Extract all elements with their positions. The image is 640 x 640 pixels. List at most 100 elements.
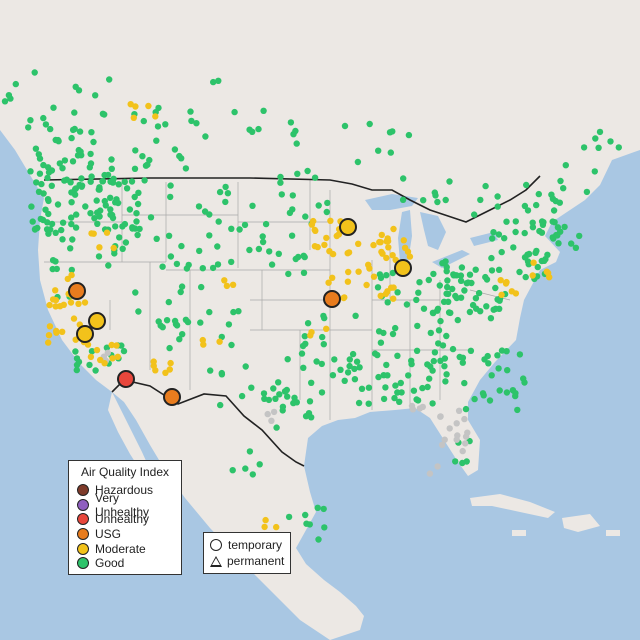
- site-marker-moderate[interactable]: [339, 218, 357, 236]
- site-dot: [374, 351, 381, 359]
- site-marker-usg[interactable]: [323, 290, 341, 308]
- site-dot: [285, 513, 293, 521]
- site-dot: [32, 145, 40, 152]
- site-marker-unhealthy[interactable]: [117, 370, 135, 388]
- site-dot: [72, 348, 79, 355]
- site-dot: [315, 202, 322, 209]
- site-dot: [432, 192, 439, 199]
- site-dot: [88, 129, 95, 136]
- site-dot: [441, 436, 448, 443]
- site-dot: [446, 425, 453, 432]
- site-dot: [45, 332, 53, 339]
- site-dot: [248, 384, 255, 391]
- site-dot: [268, 417, 275, 424]
- land-puerto-rico: [606, 530, 620, 536]
- site-dot: [442, 196, 449, 204]
- site-dot: [27, 117, 34, 124]
- site-dot: [179, 331, 186, 338]
- site-dot: [176, 152, 183, 160]
- site-dot: [166, 366, 173, 373]
- very-unhealthy-swatch: [77, 498, 89, 511]
- site-dot: [135, 308, 142, 315]
- site-dot: [300, 252, 307, 259]
- site-dot: [68, 214, 75, 221]
- site-dot: [262, 220, 270, 228]
- site-dot: [162, 369, 169, 376]
- site-dot: [431, 349, 439, 356]
- site-dot: [119, 245, 126, 252]
- site-dot: [455, 407, 463, 414]
- site-dot: [591, 168, 598, 175]
- site-dot: [87, 178, 94, 185]
- site-dot: [61, 157, 69, 164]
- site-marker-usg[interactable]: [163, 388, 181, 406]
- site-dot: [286, 209, 294, 217]
- site-dot: [352, 312, 359, 319]
- site-dot: [210, 78, 217, 86]
- site-dot: [516, 268, 523, 276]
- site-dot: [150, 358, 157, 365]
- site-dot: [509, 387, 517, 394]
- site-dot: [413, 347, 421, 354]
- highlighted-sites[interactable]: [68, 218, 412, 406]
- site-dot: [378, 231, 385, 239]
- site-dot: [133, 218, 140, 225]
- site-dot: [471, 211, 478, 218]
- site-dot: [408, 402, 416, 410]
- site-dot: [76, 128, 84, 135]
- site-dot: [377, 292, 384, 299]
- legend-label: temporary: [228, 538, 283, 552]
- site-dot: [127, 101, 134, 108]
- site-dot: [400, 175, 407, 182]
- site-dot: [68, 189, 75, 196]
- site-dot: [430, 270, 437, 278]
- site-dot: [472, 266, 479, 273]
- site-dot: [75, 358, 83, 366]
- site-dot: [477, 196, 484, 204]
- site-dot: [354, 158, 362, 166]
- site-dot: [294, 170, 301, 177]
- site-marker-usg[interactable]: [68, 282, 86, 300]
- site-dot: [33, 179, 40, 186]
- site-dot: [498, 291, 505, 298]
- site-dot: [459, 447, 466, 455]
- site-dot: [365, 400, 372, 407]
- site-marker-moderate[interactable]: [88, 312, 106, 330]
- site-dot: [576, 232, 583, 240]
- site-dot: [272, 395, 279, 402]
- site-dot: [450, 272, 457, 279]
- site-dot: [391, 394, 398, 402]
- site-dot: [49, 257, 57, 264]
- site-dot: [59, 165, 66, 172]
- site-dot: [147, 214, 155, 221]
- site-dot: [555, 240, 562, 247]
- site-dot: [108, 165, 116, 172]
- site-dot: [113, 196, 120, 203]
- aqi-legend: Air Quality Index Hazardous Very Unhealt…: [68, 460, 182, 575]
- site-dot: [69, 158, 77, 165]
- site-dot: [196, 247, 203, 255]
- site-dot: [405, 372, 412, 379]
- site-dot: [552, 197, 559, 205]
- site-dot: [46, 323, 54, 330]
- site-dot: [31, 69, 38, 76]
- site-marker-moderate[interactable]: [76, 325, 94, 343]
- site-dot: [207, 367, 214, 374]
- site-dot: [206, 308, 213, 316]
- legend-item-good: Good: [77, 556, 173, 571]
- site-dot: [349, 350, 357, 358]
- site-marker-moderate[interactable]: [394, 259, 412, 277]
- site-dot: [392, 382, 399, 389]
- site-dot: [261, 523, 268, 531]
- site-dot: [291, 394, 298, 401]
- site-dot: [529, 272, 536, 279]
- site-dot: [56, 160, 63, 167]
- site-dot: [458, 264, 466, 271]
- site-dot: [260, 390, 268, 397]
- legend-item-usg: USG: [77, 527, 173, 542]
- site-dot: [236, 226, 243, 233]
- site-dot: [99, 178, 107, 185]
- site-dot: [206, 211, 213, 218]
- site-dot: [439, 260, 446, 267]
